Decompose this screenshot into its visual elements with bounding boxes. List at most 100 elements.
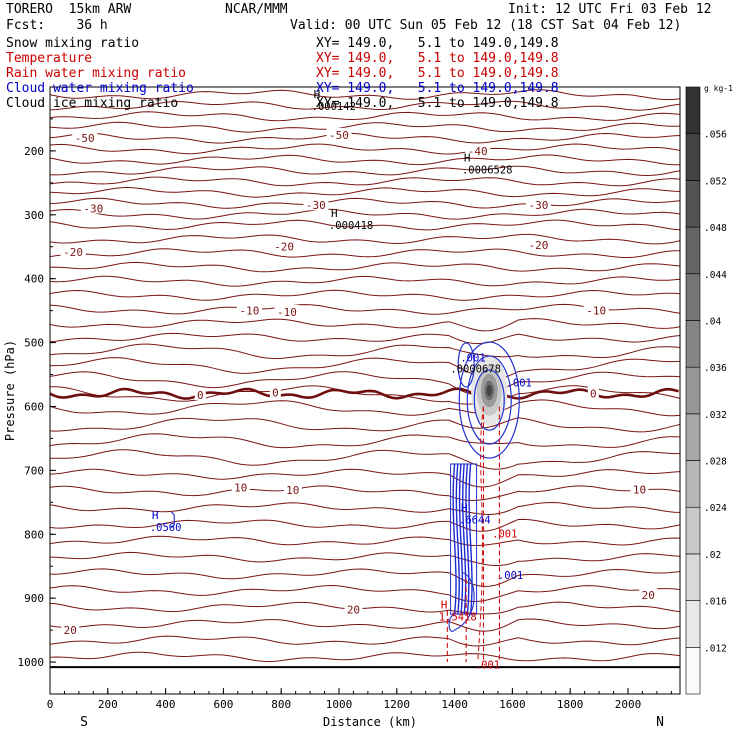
temperature-contour-label: 20 [64,624,77,637]
cloud-water-contour [457,342,475,388]
temperature-contour-line [49,289,681,301]
temperature-contour-line [49,433,681,449]
colorbar-tick-label: .048 [704,223,727,234]
temperature-contour-line [49,248,681,258]
colorbar-swatch [685,647,701,695]
temperature-contour-line [49,332,681,345]
rain-water-contour [477,406,484,663]
field-label: Snow mixing ratio [6,36,140,51]
maximum-marker: H [314,88,321,101]
colorbar-swatch [685,273,701,321]
temperature-contour-line [49,233,681,245]
x-tick-label: 1800 [557,698,584,711]
contour-label-bg [283,483,302,496]
temperature-contour-line [49,618,681,632]
colorbar-tick-label: .016 [704,597,727,608]
colorbar-tick-label: .04 [704,316,721,327]
colorbar-tick-label: .056 [704,130,727,141]
colorbar-swatch [685,600,701,648]
y-tick-label: 200 [24,145,44,158]
temperature-contour-line [49,208,681,220]
x-tick-label: 1400 [441,698,468,711]
y-tick-label: 500 [24,337,44,350]
south-label: S [80,715,88,730]
plot-axes: 0 200 400 600 800 1000 1200 1400 1600 1800 2000200… [3,86,681,730]
cross-section-endpoints: XY= 149.0, 5.1 to 149.0,149.8 [316,66,559,81]
temperature-contour-line [49,601,681,615]
temperature-contour-line [49,143,681,155]
temperature-contour-line [49,371,681,396]
temperature-contour-line [49,176,681,187]
colorbar-swatch [685,226,701,275]
colorbar-tick-label: .02 [704,550,721,561]
colorbar-tick-label: .012 [704,643,727,654]
maximum-value: .000418 [329,220,373,232]
cloud-water-contour [458,463,464,615]
cloud-water-contour [473,369,505,431]
temperature-contour-line [49,100,681,111]
snow-shading [486,384,493,397]
colorbar-swatch [685,86,701,134]
contour-label-bg [587,386,599,399]
x-axis-title: Distance (km) [323,715,417,729]
temperature-contour-label: -40 [468,145,488,158]
cross-section-endpoints: XY= 149.0, 5.1 to 149.0,149.8 [316,51,559,66]
cloud-water-contour [450,463,478,615]
moisture-contour-label: .001 [492,528,517,540]
plot-frame [49,86,681,695]
temperature-contour-label: 0 [590,388,597,401]
y-axis-title: Pressure (hPa) [3,340,17,441]
temperature-contour-line [49,518,681,532]
temperature-contour-label: -10 [239,305,259,318]
moisture-contour-label: .001 [475,659,500,671]
init-time: Init: 12 UTC Fri 03 Feb 12 [508,2,712,17]
temperature-contour-line [49,584,681,603]
temperature-contour-line [49,343,681,360]
contour-label-bg [639,587,658,600]
moisture-contour-label: .001 [498,570,523,582]
temperature-contour-label: 20 [642,589,655,602]
colorbar-tick-label: .036 [704,363,727,374]
temperature-contour-line [49,535,681,547]
contour-label-bg [60,244,86,257]
contour-label-bg [271,239,297,252]
temperature-contour-label: -20 [274,241,294,254]
y-tick-label: 900 [24,592,44,605]
maximum-value: .0006528 [462,164,513,176]
contour-label-bg [465,143,491,156]
temperature-contour-line [50,357,681,380]
y-tick-label: 300 [24,209,44,222]
temperature-contour-line [49,154,680,166]
maximum-marker: H [441,599,448,612]
temperature-contour-label: 0 [272,386,279,399]
cloud-water-contour [458,341,520,459]
valid-time: Valid: 00 UTC Sun 05 Feb 12 (18 CST Sat … [290,18,682,33]
temperature-contour-line [50,449,680,470]
cloud-water-contour [448,572,475,632]
temperature-contour-line [49,111,681,122]
moisture-contour-label: .001 [507,378,532,390]
temperature-contour-line [49,485,681,502]
temperature-contour-line [49,186,681,198]
cloud-water-contour [452,463,457,615]
temperature-contour-line [49,417,681,433]
x-tick-label: 2000 [615,698,642,711]
contour-label-bg [326,127,352,140]
contour-label-bg [236,303,262,316]
contour-label-bg [344,602,363,615]
y-tick-label: 800 [24,528,44,541]
temperature-contour-line [49,303,681,315]
cloud-water-contour [462,463,467,615]
temperature-contour-label: -20 [528,239,548,252]
colorbar-swatch [685,553,701,601]
temperature-contour-label: -10 [586,305,606,318]
temperature-contour-label: -30 [306,199,326,212]
moisture-features [170,341,520,663]
colorbar-swatch [685,413,701,461]
temperature-contour-line [49,89,681,101]
contour-label-bg [231,480,250,493]
maximum-value: .6644 [459,514,491,526]
north-label: N [656,715,664,730]
temperature-contour-line [49,197,681,209]
org-title: NCAR/MMM [225,2,288,17]
